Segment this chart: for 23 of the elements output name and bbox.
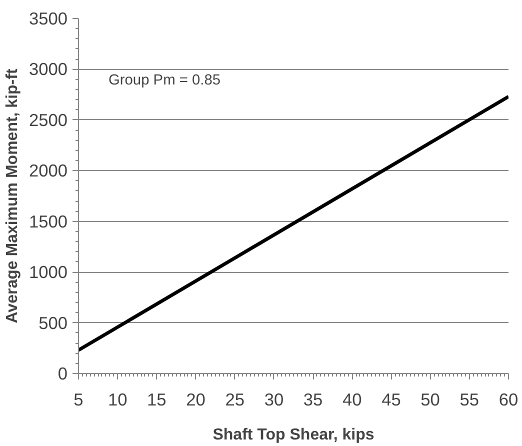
x-tick-label: 35 — [303, 390, 323, 410]
x-tick-label: 60 — [498, 390, 518, 410]
y-tick-label: 3000 — [28, 59, 68, 80]
y-tick-label: 1000 — [28, 262, 68, 282]
y-tick-label: 500 — [38, 312, 68, 333]
x-tick-label: 25 — [225, 390, 245, 410]
y-tick-label: 3500 — [28, 8, 68, 28]
x-tick-label: 15 — [147, 390, 166, 410]
x-tick-label: 40 — [342, 390, 362, 410]
annotation: Group Pm = 0.85 — [108, 72, 221, 88]
y-axis-title: Average Maximum Moment, kip-ft — [4, 68, 21, 324]
x-tick-label: 30 — [264, 390, 284, 410]
y-tick-label: 1500 — [28, 211, 68, 232]
y-tick-label: 2000 — [28, 160, 68, 181]
x-tick-label: 10 — [108, 390, 128, 410]
x-tick-label: 5 — [74, 390, 84, 410]
x-axis-title: Shaft Top Shear, kips — [212, 426, 374, 444]
y-tick-label: 0 — [58, 364, 68, 384]
x-tick-label: 55 — [460, 390, 480, 410]
x-tick-label: 45 — [382, 390, 401, 410]
x-tick-label: 50 — [420, 390, 440, 410]
y-tick-label: 2500 — [28, 110, 68, 130]
x-tick-label: 20 — [186, 390, 206, 410]
